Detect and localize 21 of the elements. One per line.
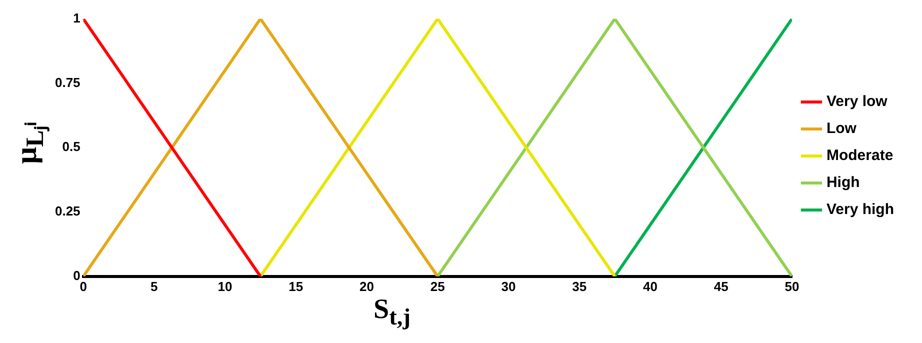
x-tick-label: 10 [218,278,232,294]
x-tick-label: 45 [714,278,728,294]
legend-label: High [826,174,860,192]
x-tick-label: 20 [360,278,374,294]
x-tick-label: 15 [288,278,304,294]
x-tick-label: 25 [430,278,445,294]
y-tick-label: 0.5 [62,139,80,154]
x-axis-title: S$_{t,j}$ [372,294,412,332]
x-tick-label: 5 [150,278,158,294]
legend-label: Very high [826,201,894,218]
x-tick-label: 50 [784,278,800,294]
x-tick-label: 40 [643,278,658,294]
legend-label: Low [826,120,857,138]
legend-label: Very low [826,93,888,110]
legend-label: Moderate [826,147,894,164]
x-tick-label: 30 [501,278,516,294]
y-tick-label: 0 [73,268,80,283]
x-tick-label: 35 [572,278,587,294]
y-tick-label: 0.25 [54,204,80,219]
y-tick-label: 0.75 [54,74,80,90]
y-tick-label: 1 [73,10,80,26]
